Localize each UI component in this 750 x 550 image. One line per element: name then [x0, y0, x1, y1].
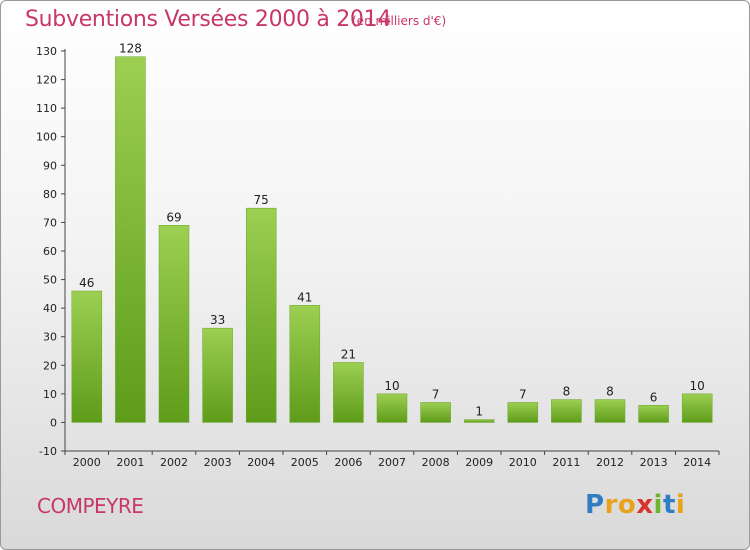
x-tick-label-2007: 2007 — [378, 456, 406, 469]
logo-letter: t — [662, 490, 676, 520]
x-tick-label-2011: 2011 — [552, 456, 580, 469]
bar-2009 — [463, 419, 495, 423]
y-tick-label: 30 — [43, 331, 57, 344]
value-label-2000: 46 — [79, 276, 94, 290]
bar-2005 — [289, 305, 321, 423]
y-tick-label: 50 — [43, 274, 57, 287]
bar-2013 — [638, 405, 669, 423]
y-tick-label: 110 — [36, 102, 57, 115]
value-label-2008: 7 — [432, 387, 440, 401]
y-tick-label: 70 — [43, 216, 57, 229]
bar-2011 — [551, 399, 582, 423]
value-label-2013: 6 — [650, 390, 658, 404]
bar-2012 — [594, 399, 626, 423]
value-label-2004: 75 — [254, 193, 269, 207]
value-label-2001: 128 — [119, 42, 142, 56]
value-label-2011: 8 — [563, 385, 571, 399]
place-name: COMPEYRE — [37, 494, 144, 518]
x-tick-label-2001: 2001 — [116, 456, 144, 469]
bar-2010 — [507, 402, 539, 423]
value-label-2006: 21 — [341, 347, 356, 361]
logo-letter: r — [604, 490, 618, 520]
y-tick-label: 80 — [43, 188, 57, 201]
logo-letter: o — [617, 490, 637, 520]
x-tick-label-2004: 2004 — [247, 456, 275, 469]
value-label-2012: 8 — [606, 385, 614, 399]
logo-letter: x — [636, 490, 654, 520]
value-label-2014: 10 — [690, 379, 705, 393]
chart-title: Subventions Versées 2000 à 2014 — [25, 7, 392, 32]
x-tick-label-2010: 2010 — [509, 456, 537, 469]
value-label-2010: 7 — [519, 387, 527, 401]
bar-2008 — [420, 402, 451, 423]
x-tick-label-2013: 2013 — [640, 456, 668, 469]
x-tick-label-2008: 2008 — [422, 456, 450, 469]
logo-letter: i — [675, 490, 686, 520]
y-tick-label: 60 — [43, 245, 57, 258]
y-tick-label: 20 — [43, 359, 57, 372]
y-tick-label: 10 — [43, 388, 57, 401]
y-tick-label: -10 — [39, 445, 57, 458]
logo-letter: P — [585, 490, 605, 520]
bar-2001 — [115, 56, 146, 423]
chart-subtitle: (en milliers d'€) — [352, 14, 447, 28]
value-label-2009: 1 — [475, 405, 483, 419]
bar-2004 — [245, 207, 277, 423]
x-tick-label-2003: 2003 — [204, 456, 232, 469]
x-tick-label-2006: 2006 — [334, 456, 362, 469]
value-label-2007: 10 — [384, 379, 399, 393]
bar-2014 — [681, 393, 713, 423]
x-tick-label-2002: 2002 — [160, 456, 188, 469]
bar-2007 — [376, 393, 408, 423]
y-tick-label: 130 — [36, 45, 57, 58]
y-tick-label: 0 — [50, 416, 57, 429]
y-tick-label: 100 — [36, 131, 57, 144]
y-tick-label: 120 — [36, 74, 57, 87]
x-tick-label-2005: 2005 — [291, 456, 319, 469]
logo-letter: i — [653, 490, 663, 520]
x-tick-label-2009: 2009 — [465, 456, 493, 469]
x-tick-label-2000: 2000 — [73, 456, 101, 469]
bar-2000 — [71, 290, 103, 423]
bar-2003 — [202, 327, 233, 423]
y-tick-label: 40 — [43, 302, 57, 315]
value-label-2005: 41 — [297, 290, 312, 304]
y-tick-label: 90 — [43, 159, 57, 172]
x-tick-label-2012: 2012 — [596, 456, 624, 469]
value-label-2003: 33 — [210, 313, 225, 327]
bar-2002 — [158, 225, 190, 423]
x-tick-label-2014: 2014 — [683, 456, 711, 469]
proxiti-logo[interactable]: Proxiti — [585, 490, 685, 520]
bar-2006 — [333, 362, 364, 423]
value-label-2002: 69 — [166, 210, 181, 224]
